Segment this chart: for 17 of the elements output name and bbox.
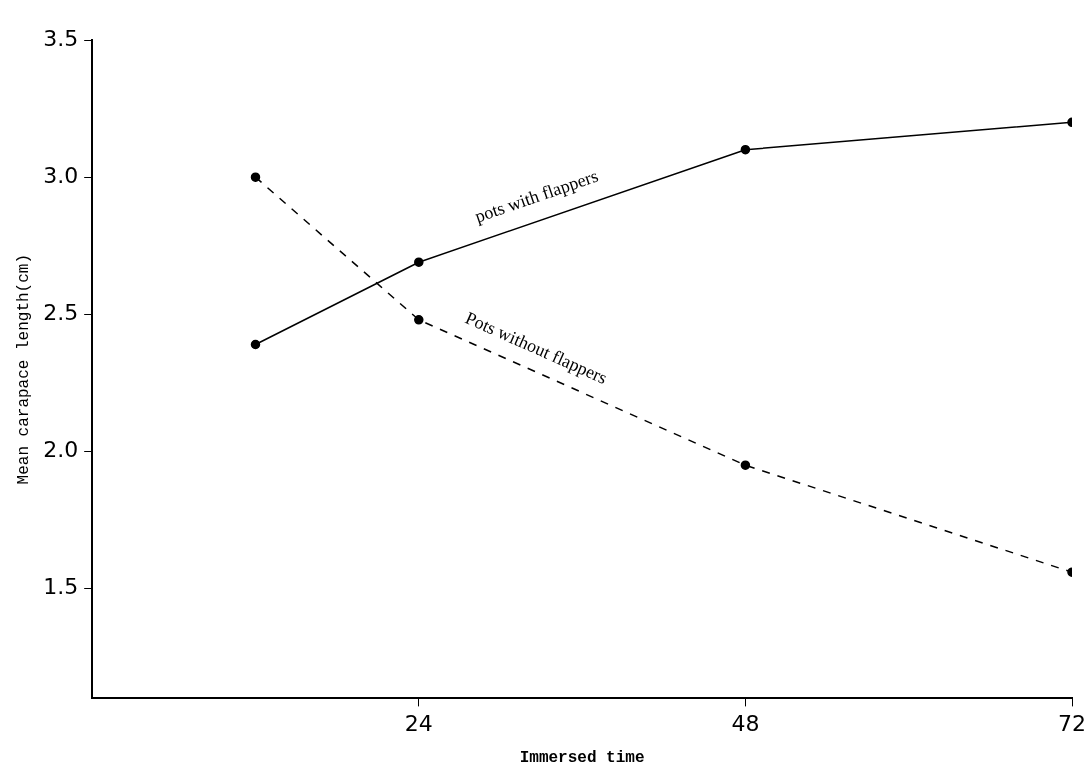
y-tick-label: 3.0 <box>43 162 79 188</box>
point <box>740 144 751 155</box>
y-tick-label: 3.5 <box>43 25 79 51</box>
point <box>740 460 751 470</box>
y-axis-title: Mean carapace length(cm) <box>14 253 33 485</box>
text: pots with flappers <box>472 165 601 227</box>
y-tick-label: 1.5 <box>43 574 79 600</box>
y-tick-label: 2.0 <box>43 437 79 463</box>
point <box>250 339 261 350</box>
point <box>414 257 424 267</box>
x-tick-label: 24 <box>404 711 433 737</box>
y-tick-label: 2.5 <box>43 300 79 326</box>
point <box>250 172 261 182</box>
point <box>414 315 424 325</box>
x-tick-label: 72 <box>1058 711 1086 737</box>
x-axis-title: Immersed time <box>519 749 645 768</box>
x-tick-label: 48 <box>731 711 760 737</box>
